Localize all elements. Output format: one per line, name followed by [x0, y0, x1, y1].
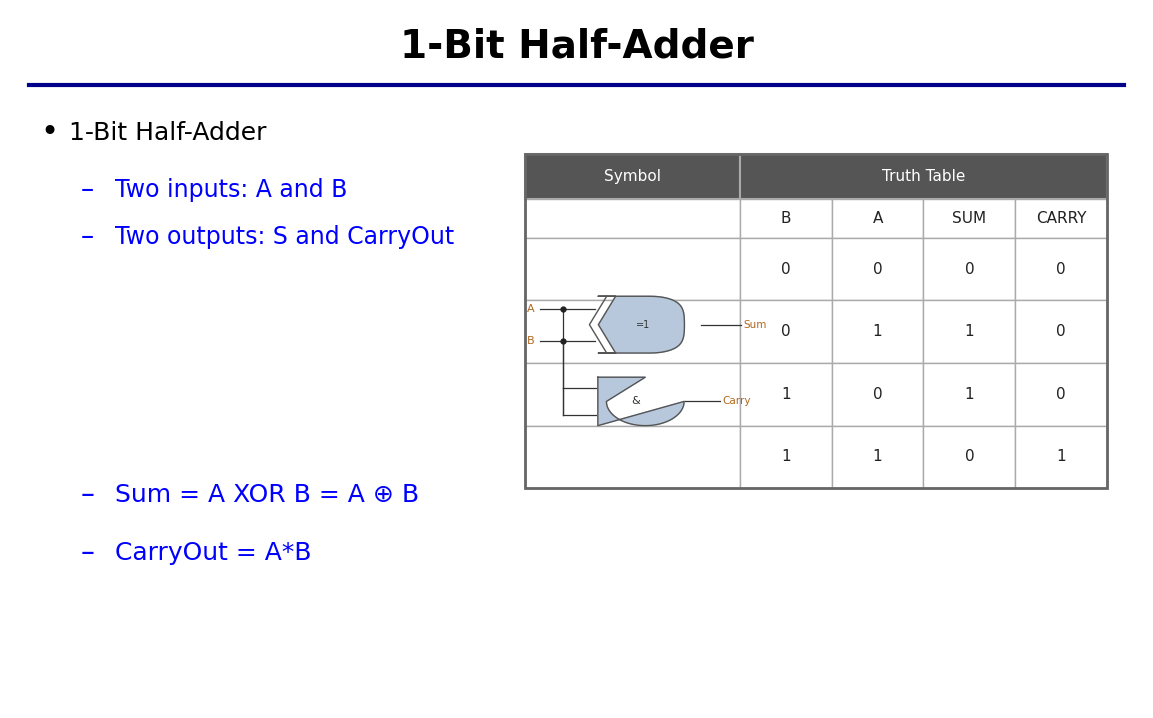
Text: 1-Bit Half-Adder: 1-Bit Half-Adder — [69, 121, 266, 145]
Text: 0: 0 — [1056, 325, 1065, 339]
Text: SUM: SUM — [952, 211, 986, 226]
Polygon shape — [598, 377, 684, 426]
Bar — [831, 238, 924, 300]
Text: 1: 1 — [781, 387, 791, 402]
Bar — [525, 363, 740, 426]
Text: CARRY: CARRY — [1035, 211, 1086, 226]
Bar — [740, 238, 831, 300]
Bar — [740, 200, 831, 238]
Text: B: B — [781, 211, 791, 226]
Text: 0: 0 — [873, 261, 882, 276]
Bar — [1015, 363, 1107, 426]
Bar — [924, 363, 1015, 426]
Bar — [525, 426, 740, 488]
Text: 1: 1 — [873, 449, 882, 465]
Bar — [831, 300, 924, 363]
Text: 0: 0 — [873, 387, 882, 402]
Text: 0: 0 — [781, 325, 791, 339]
Bar — [924, 300, 1015, 363]
Bar — [740, 300, 831, 363]
Bar — [525, 300, 740, 363]
Bar — [1015, 238, 1107, 300]
Text: =1: =1 — [636, 320, 650, 330]
Text: 0: 0 — [1056, 261, 1065, 276]
Bar — [1015, 426, 1107, 488]
Bar — [525, 200, 740, 238]
Text: 0: 0 — [965, 261, 974, 276]
Text: B: B — [527, 335, 534, 345]
Text: CarryOut = A*B: CarryOut = A*B — [115, 541, 311, 565]
Text: &: & — [632, 396, 640, 406]
Bar — [1015, 300, 1107, 363]
Bar — [525, 154, 740, 200]
Bar — [924, 238, 1015, 300]
Bar — [740, 426, 831, 488]
Text: 1: 1 — [781, 449, 791, 465]
Text: A: A — [527, 304, 534, 314]
Text: A: A — [873, 211, 883, 226]
Text: Two outputs: S and CarryOut: Two outputs: S and CarryOut — [115, 225, 454, 249]
Text: 0: 0 — [1056, 387, 1065, 402]
Text: 1-Bit Half-Adder: 1-Bit Half-Adder — [400, 28, 753, 65]
Text: –: – — [81, 482, 95, 509]
Text: 1: 1 — [1056, 449, 1065, 465]
Text: 0: 0 — [781, 261, 791, 276]
Text: –: – — [81, 224, 93, 250]
Bar — [525, 238, 740, 300]
Text: Sum: Sum — [743, 320, 767, 330]
Bar — [924, 426, 1015, 488]
Bar — [831, 426, 924, 488]
Text: Carry: Carry — [722, 396, 751, 406]
Text: 1: 1 — [873, 325, 882, 339]
Bar — [525, 154, 1107, 488]
Bar — [924, 200, 1015, 238]
Text: Symbol: Symbol — [604, 169, 661, 185]
Text: 1: 1 — [965, 387, 974, 402]
Text: –: – — [81, 177, 93, 203]
Bar — [831, 363, 924, 426]
Bar — [740, 154, 1107, 200]
Text: 0: 0 — [965, 449, 974, 465]
Text: Sum = A XOR B = A ⊕ B: Sum = A XOR B = A ⊕ B — [115, 483, 420, 508]
Text: Two inputs: A and B: Two inputs: A and B — [115, 178, 348, 202]
Text: 1: 1 — [965, 325, 974, 339]
Bar — [831, 200, 924, 238]
Bar — [1015, 200, 1107, 238]
Polygon shape — [598, 297, 685, 353]
Text: Truth Table: Truth Table — [882, 169, 965, 185]
Bar — [740, 363, 831, 426]
Text: –: – — [81, 539, 95, 567]
Text: •: • — [40, 118, 59, 147]
